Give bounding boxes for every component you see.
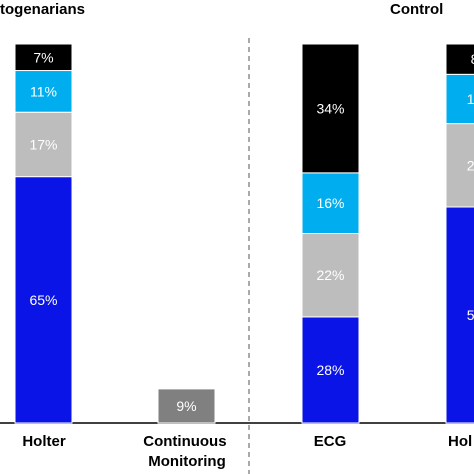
- x-label-continuous-line1: Continuous: [143, 433, 226, 450]
- group-title-right: Control: [390, 1, 443, 18]
- bar-label-2-2: 16%: [316, 195, 344, 211]
- bar-label-1-4: 9%: [176, 398, 196, 414]
- bar-label-2-0: 28%: [316, 362, 344, 378]
- bar-segment-3-3: [445, 43, 474, 75]
- x-label-ecg: ECG: [314, 433, 347, 450]
- bar-label-0-0: 65%: [29, 292, 57, 308]
- bar-label-0-1: 17%: [29, 136, 57, 152]
- x-label-holter: Holter: [22, 433, 66, 450]
- bar-segment-3-0: [445, 206, 474, 424]
- bar-segment-0-3: [14, 43, 73, 72]
- x-label-continuous-line2: Monitoring: [148, 453, 225, 470]
- bar-label-3-1: 22: [467, 157, 474, 173]
- bar-label-2-3: 34%: [316, 100, 344, 116]
- bar-segment-3-2: [445, 73, 474, 125]
- bar-label-0-3: 7%: [33, 49, 53, 65]
- bar-label-3-2: 13: [467, 91, 474, 107]
- bar-segment-2-1: [301, 233, 360, 318]
- bars-layer: 65% 17% 11% 7% 9% 28% 22% 16% 34% 57 22 13 8: [14, 43, 474, 424]
- bar-segment-3-1: [445, 123, 474, 208]
- bar-label-0-2: 11%: [30, 83, 57, 99]
- x-label-continuous: Continuous Monitoring: [143, 433, 231, 470]
- bar-segment-0-0: [14, 176, 73, 424]
- x-label-holter-control: Hol: [448, 433, 472, 450]
- bar-label-2-1: 22%: [316, 267, 344, 283]
- bar-label-3-0: 57: [467, 307, 474, 323]
- bar-segment-1-4: [157, 388, 216, 424]
- bar-segment-0-2: [14, 70, 73, 113]
- bar-segment-2-0: [301, 316, 360, 424]
- group-title-left: togenarians: [0, 1, 85, 18]
- bar-segment-2-2: [301, 172, 360, 234]
- bar-segment-2-3: [301, 43, 360, 174]
- bar-label-3-3: 8: [471, 51, 474, 67]
